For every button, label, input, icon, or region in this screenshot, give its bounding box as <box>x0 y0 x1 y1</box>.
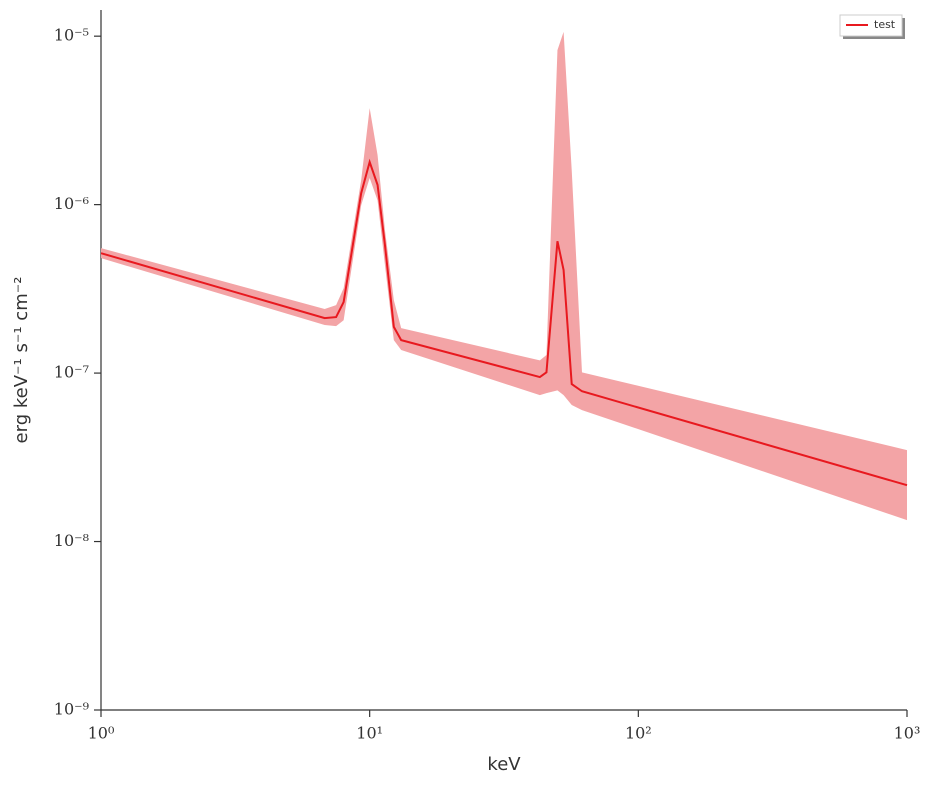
legend <box>839 14 903 37</box>
y-tick-label: 10⁻⁸ <box>54 531 89 550</box>
x-tick-label: 10⁰ <box>88 724 115 743</box>
y-tick-label: 10⁻⁶ <box>54 194 89 213</box>
y-tick-label: 10⁻⁹ <box>54 700 90 719</box>
legend-label: test <box>874 18 896 31</box>
line <box>100 158 908 487</box>
x-tick-label: 10¹ <box>356 724 383 743</box>
y-axis-label: erg keV⁻¹ s⁻¹ cm⁻² <box>11 277 32 444</box>
y-tick-label: 10⁻⁵ <box>54 26 89 45</box>
y-tick-label: 10⁻⁷ <box>54 363 89 382</box>
confidence-band <box>101 31 907 521</box>
x-tick-label: 10² <box>625 724 652 743</box>
x-axis-label: keV <box>487 754 521 775</box>
x-tick-label: 10³ <box>894 724 921 743</box>
